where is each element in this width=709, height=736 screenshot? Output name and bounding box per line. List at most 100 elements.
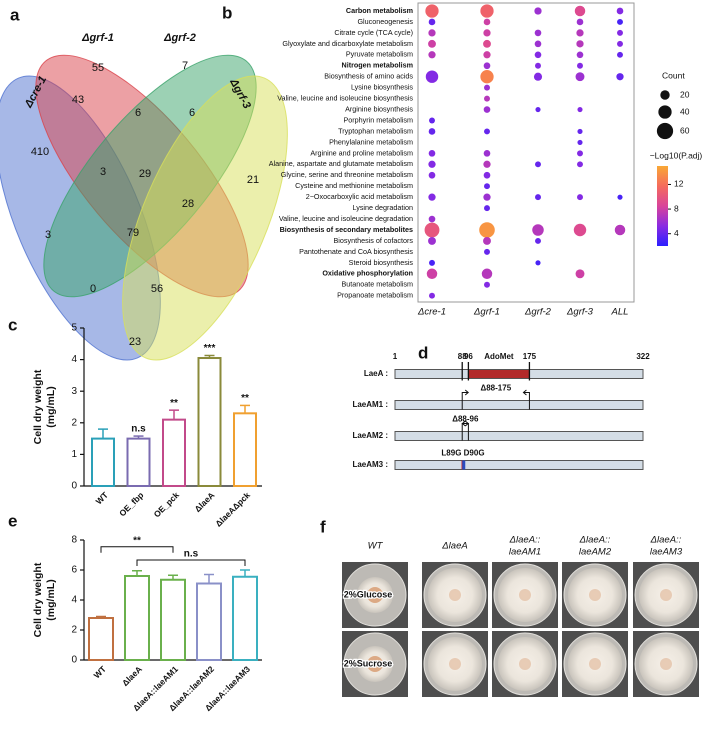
x-tick-label: OE_pck xyxy=(152,490,182,520)
deletion-label: Δ88-96 xyxy=(452,415,479,424)
dot xyxy=(428,18,436,26)
dot xyxy=(616,7,624,15)
row-label: Alanine, aspartate and glutamate metabol… xyxy=(269,159,413,168)
dot xyxy=(617,51,623,58)
x-tick-label: Δcre-1 xyxy=(417,307,446,318)
construct-label: LaeAM2 : xyxy=(352,431,388,440)
size-legend-dot xyxy=(658,105,672,119)
mycelium xyxy=(428,568,482,622)
colony-center xyxy=(449,658,461,670)
bar xyxy=(88,617,114,661)
significance-label: ** xyxy=(170,398,178,409)
dot xyxy=(428,150,436,157)
dot xyxy=(535,260,541,266)
dot xyxy=(480,70,494,84)
bar xyxy=(162,418,186,488)
dot xyxy=(617,29,623,36)
dot xyxy=(484,128,490,135)
y-tick-label: 0 xyxy=(71,655,77,666)
bar xyxy=(233,412,257,488)
x-tick-label: ΔlaeA xyxy=(120,664,144,688)
mycelium xyxy=(498,568,552,622)
dot xyxy=(429,117,435,124)
venn-count: 55 xyxy=(92,62,104,74)
dot xyxy=(481,268,493,280)
row-label: Gluconeogenesis xyxy=(357,17,413,26)
row-label: Biosynthesis of secondary metabolites xyxy=(280,225,413,234)
row-label: Lysine biosynthesis xyxy=(351,83,413,92)
colony-center xyxy=(660,589,672,601)
dot xyxy=(577,161,583,168)
domain xyxy=(467,369,530,379)
significance-label: *** xyxy=(204,343,216,354)
color-legend-title: −Log10(P.adj) xyxy=(650,150,703,160)
row-label: Phenylalanine metabolism xyxy=(329,137,413,146)
column-label: ΔlaeA:: xyxy=(650,535,682,546)
position-label: 88 xyxy=(458,352,467,361)
row-label: Nitrogen metabolism xyxy=(342,61,414,70)
dot xyxy=(617,194,623,200)
dot xyxy=(577,139,583,145)
row-label: Propanoate metabolism xyxy=(337,291,413,300)
position-label: 175 xyxy=(523,352,537,361)
dot xyxy=(574,5,586,17)
venn-set-label: Δgrf-2 xyxy=(163,32,196,44)
dot xyxy=(483,237,491,245)
dot xyxy=(617,40,623,47)
panel-letter: f xyxy=(320,517,326,536)
color-tick-label: 12 xyxy=(674,179,684,189)
size-legend-label: 60 xyxy=(680,125,690,135)
venn-count: 23 xyxy=(129,336,141,348)
dot xyxy=(483,29,491,37)
row-label: 2−Oxocarboxylic acid metabolism xyxy=(306,192,413,201)
y-tick-label: 3 xyxy=(71,386,77,397)
mutation-mark xyxy=(462,460,466,470)
column-label: ΔlaeA:: xyxy=(579,535,611,546)
row-label: Carbon metabolism xyxy=(346,6,413,15)
y-tick-label: 0 xyxy=(71,481,77,492)
dot xyxy=(534,7,542,15)
row-label: Cysteine and methionine metabolism xyxy=(295,181,413,190)
row-label: Biosynthesis of cofactors xyxy=(334,236,414,245)
x-tick-label: Δgrf-1 xyxy=(473,307,500,318)
y-axis-label: Cell dry weight xyxy=(32,369,44,444)
x-tick-label: WT xyxy=(92,663,109,680)
significance-label: n.s xyxy=(131,424,146,435)
dot xyxy=(428,215,436,223)
bar xyxy=(232,575,258,661)
dot xyxy=(428,39,436,48)
colony-center xyxy=(449,589,461,601)
dot xyxy=(483,106,491,113)
dot xyxy=(535,106,541,113)
dot xyxy=(577,106,583,113)
colony-center xyxy=(589,589,601,601)
row-label: Oxidative phosphorylation xyxy=(322,269,413,278)
column-label: WT xyxy=(368,541,384,552)
bar xyxy=(196,582,222,661)
bar xyxy=(197,357,222,487)
colony-center xyxy=(660,658,672,670)
panel-letter: e xyxy=(8,511,17,530)
row-label: Glycine, serine and threonine metabolism xyxy=(281,170,413,179)
dot xyxy=(535,161,541,168)
mutation-label: L89G D90G xyxy=(441,449,484,458)
dot xyxy=(573,223,587,237)
colony-center xyxy=(519,589,531,601)
dot xyxy=(575,72,585,82)
column-label: laeAM2 xyxy=(579,547,612,558)
row-label: Valine, leucine and isoleucine biosynthe… xyxy=(277,94,413,103)
venn-count: 7 xyxy=(182,60,188,72)
dot xyxy=(484,183,490,190)
dot xyxy=(614,224,626,236)
dot xyxy=(429,292,435,299)
dot xyxy=(428,160,436,168)
dot xyxy=(426,268,438,280)
dot xyxy=(577,194,583,201)
dot xyxy=(484,248,490,255)
colony-center xyxy=(367,587,383,603)
dot xyxy=(576,29,584,37)
dot xyxy=(483,160,491,168)
deletion-arrow xyxy=(461,420,469,441)
dot xyxy=(577,62,583,69)
